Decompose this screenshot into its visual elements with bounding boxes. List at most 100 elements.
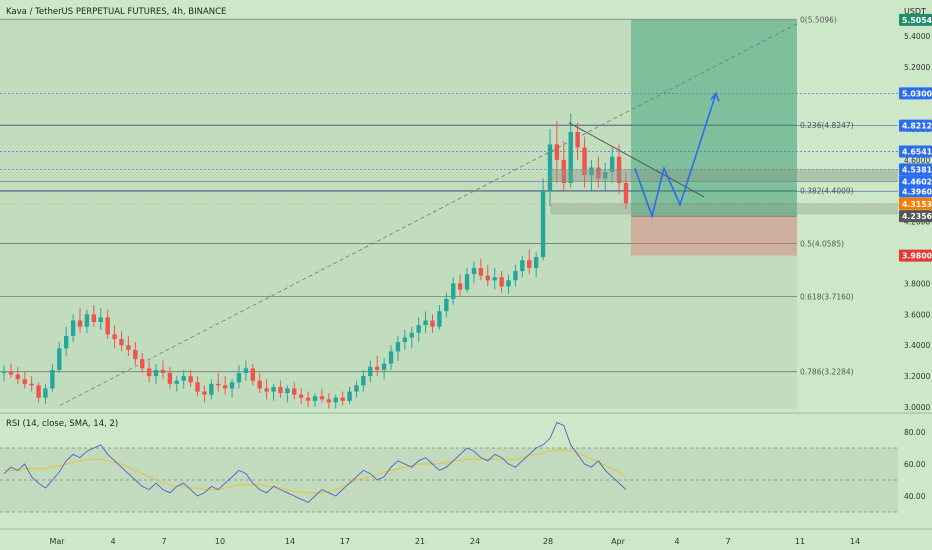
candle-body-22 — [153, 369, 159, 377]
candle-body-40 — [278, 386, 283, 394]
x-tick-4: 14 — [285, 537, 295, 546]
candle-body-10 — [70, 320, 76, 336]
candle-body-26 — [181, 376, 186, 381]
price-labels: 5.5054 5.0300 4.8212 4.6541 4.5381 4.46024.39… — [899, 13, 932, 262]
candle-body-59 — [409, 332, 414, 338]
candle-body-52 — [361, 376, 366, 386]
price-label-bg-8 — [899, 210, 932, 223]
price-label-6: 4.3960 — [902, 187, 932, 196]
price-label-bg-5 — [899, 175, 932, 188]
candle-body-12 — [84, 314, 90, 327]
price-label-1: 5.0300 — [902, 89, 932, 98]
price-label-2: 4.8212 — [902, 122, 932, 131]
price-label-4: 4.5381 — [902, 165, 932, 174]
candle-body-55 — [381, 363, 387, 370]
candle-body-24 — [167, 373, 173, 384]
candle-body-16 — [112, 334, 117, 340]
y-tick-5: 4.2000 — [904, 218, 930, 227]
x-tick-8: 28 — [543, 537, 553, 546]
fib-label-2: 0.382(4.4009) — [800, 187, 854, 196]
y-tick-6: 3.8000 — [904, 279, 930, 288]
price-label-bg-9 — [899, 249, 932, 262]
candle-series — [1, 113, 629, 409]
candle-body-70 — [485, 275, 490, 281]
x-tick-10: 4 — [674, 537, 679, 546]
candle-body-37 — [257, 380, 262, 389]
candle-body-48 — [333, 397, 338, 403]
candle-body-44 — [305, 397, 311, 401]
candle-body-45 — [312, 396, 318, 401]
fib-label-1: 0.236(4.8247) — [800, 121, 854, 130]
candle-body-38 — [264, 388, 269, 392]
price-label-bg-3 — [899, 145, 932, 158]
candle-body-73 — [506, 280, 511, 287]
candle-body-42 — [292, 388, 297, 395]
x-tick-13: 14 — [850, 537, 860, 546]
candle-body-63 — [437, 311, 442, 327]
rsi-tick-2: 40.00 — [904, 492, 926, 501]
rsi-line — [3, 421, 627, 503]
candle-body-15 — [105, 317, 110, 335]
candle-body-27 — [188, 376, 193, 383]
candle-body-76 — [527, 260, 532, 268]
descending-trendline[interactable] — [568, 122, 705, 198]
candle-body-90 — [623, 182, 629, 204]
candle-body-82 — [568, 131, 573, 183]
stop-zone[interactable] — [631, 216, 797, 256]
candle-body-11 — [77, 320, 83, 327]
time-axis[interactable]: Mar 4 7 10 14 17 21 24 28 Apr 4 7 11 14 — [0, 528, 932, 546]
y-tick-9: 3.2000 — [904, 372, 930, 381]
candle-body-61 — [423, 320, 428, 326]
candle-body-77 — [533, 257, 539, 268]
x-tick-5: 17 — [340, 537, 350, 546]
diagonal-dashed-trend — [59, 23, 798, 406]
candle-body-50 — [347, 391, 352, 401]
candle-body-31 — [216, 383, 221, 386]
x-tick-12: 11 — [795, 537, 805, 546]
rsi-ma-line — [4, 449, 627, 494]
x-tick-3: 10 — [215, 537, 225, 546]
price-label-bg-0 — [899, 13, 932, 26]
candle-body-78 — [540, 190, 546, 258]
price-label-bg-1 — [899, 87, 932, 100]
price-label-bg-4 — [899, 163, 932, 176]
resistance-band[interactable] — [551, 169, 898, 182]
candle-body-83 — [575, 131, 580, 148]
support-box[interactable] — [550, 203, 899, 215]
price-label-bg-6 — [899, 185, 932, 198]
candle-body-1 — [8, 371, 14, 375]
y-tick-3: 4.6000 — [904, 156, 930, 165]
rsi-pane: 80.00 60.00 40.00 — [0, 421, 926, 513]
horizontal-levels — [0, 92, 898, 205]
candle-body-7 — [50, 369, 55, 389]
y-tick-10: 3.0000 — [904, 403, 930, 412]
diagonal-trendline[interactable] — [59, 23, 798, 406]
long-position-tool[interactable] — [631, 19, 797, 256]
candle-body-5 — [36, 385, 41, 398]
price-label-8: 4.2356 — [902, 212, 932, 221]
drawings[interactable] — [550, 91, 899, 219]
price-label-9: 3.9800 — [902, 252, 932, 261]
candle-body-65 — [451, 283, 456, 299]
candle-body-87 — [603, 172, 608, 179]
candle-body-39 — [271, 386, 276, 392]
x-tick-6: 21 — [415, 537, 425, 546]
x-tick-0: Mar — [49, 537, 65, 546]
candle-body-33 — [229, 382, 235, 389]
candle-body-74 — [513, 271, 518, 281]
candle-body-25 — [174, 380, 179, 384]
candle-body-30 — [209, 383, 214, 395]
fib-label-3: 0.5(4.0585) — [800, 239, 844, 248]
projection-path[interactable] — [634, 93, 717, 219]
target-zone[interactable] — [631, 19, 797, 217]
candle-body-47 — [326, 399, 332, 403]
candle-body-0 — [1, 371, 7, 374]
price-label-bg-7 — [899, 197, 932, 210]
candle-body-23 — [160, 369, 166, 374]
candle-body-19 — [133, 349, 138, 360]
x-tick-11: 7 — [725, 537, 730, 546]
price-label-bg-2 — [899, 119, 932, 132]
candle-body-60 — [416, 325, 421, 333]
candle-body-51 — [354, 385, 359, 392]
